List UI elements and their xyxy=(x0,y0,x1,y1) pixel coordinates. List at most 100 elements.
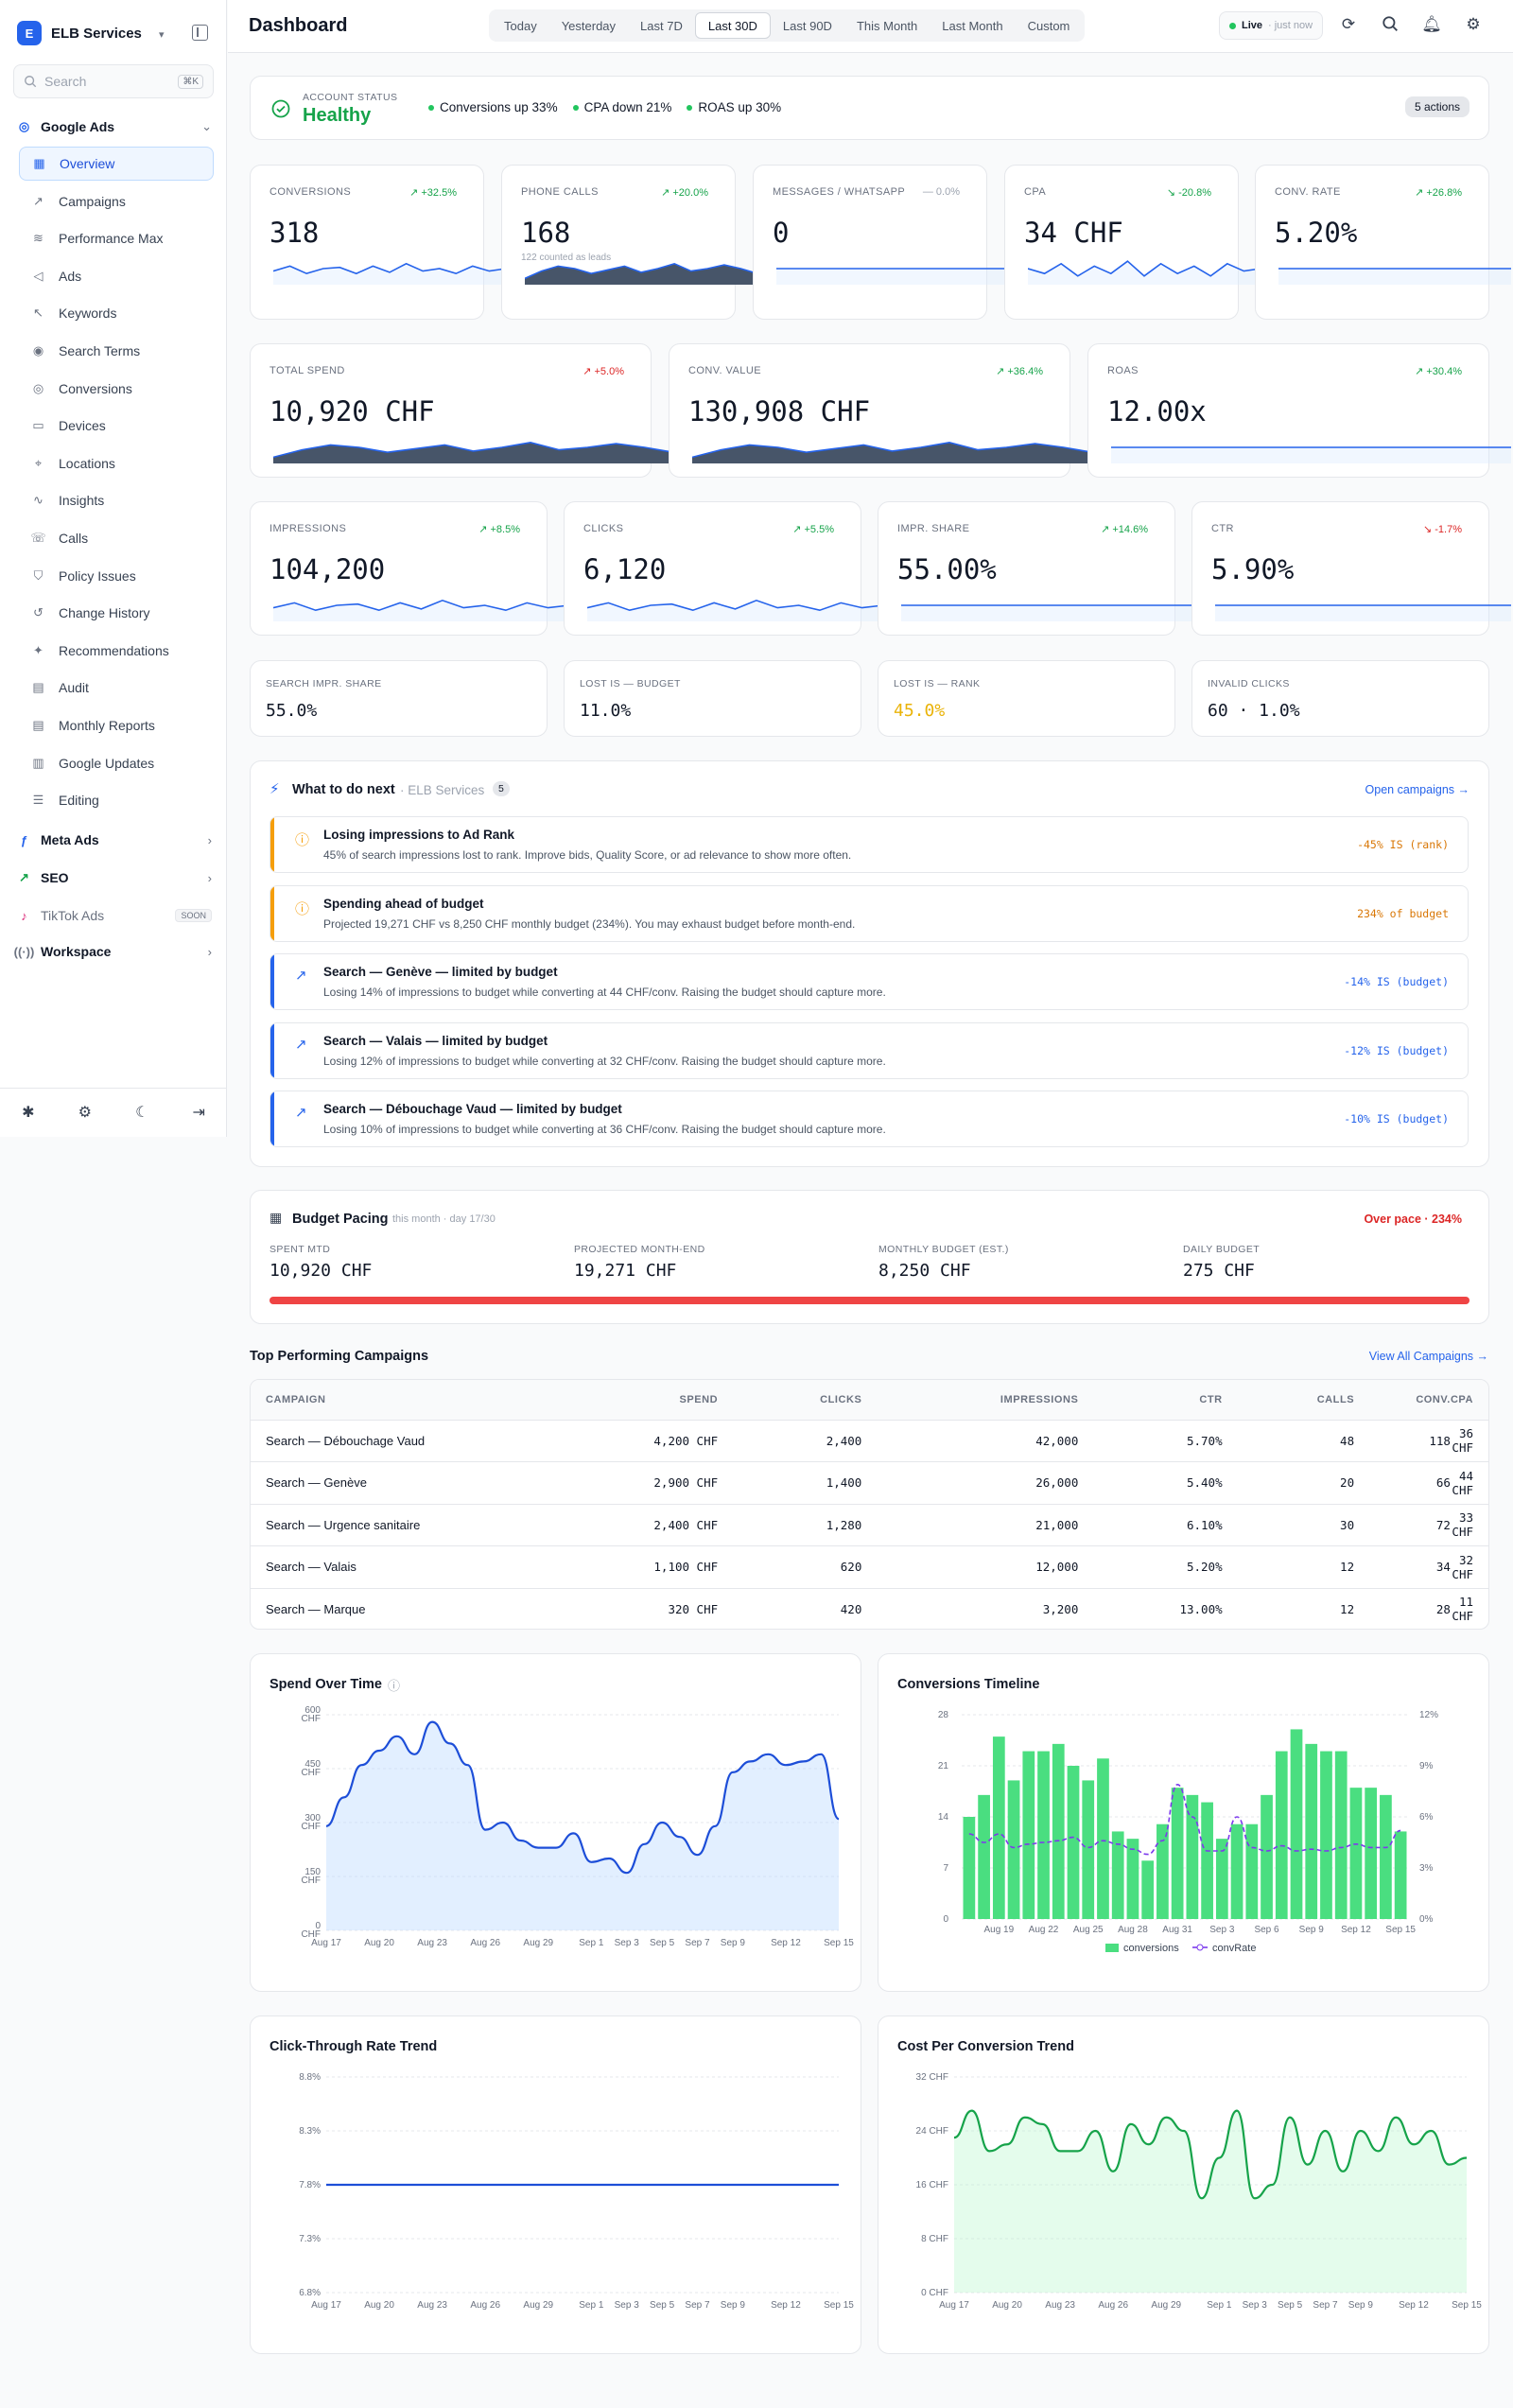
range-last-90d[interactable]: Last 90D xyxy=(782,18,832,33)
section-workspace[interactable]: ((·)) Workspace › xyxy=(13,944,212,959)
table-cell: 30 xyxy=(1222,1504,1355,1546)
view-all-campaigns-link[interactable]: View All Campaigns → xyxy=(1368,1350,1488,1363)
search-placeholder: Search xyxy=(44,74,87,89)
sidebar-item-label: Search Terms xyxy=(59,343,141,358)
sidebar-item-label: Ads xyxy=(59,268,82,284)
org-switcher[interactable]: E ELB Services xyxy=(17,21,142,45)
refresh-icon[interactable]: ⟳ xyxy=(1341,15,1356,33)
range-last-7d[interactable]: Last 7D xyxy=(640,18,683,33)
action-item[interactable]: ↗ Search — Valais — limited by budget Losi… xyxy=(270,1021,1469,1079)
x-tick-label: Aug 28 xyxy=(1118,1925,1148,1935)
live-time: · just now xyxy=(1268,20,1313,31)
sidebar-item-campaigns[interactable]: ↗ Campaigns xyxy=(19,184,214,218)
sidebar-item-audit[interactable]: ▤ Audit xyxy=(19,671,214,705)
sidebar-item-keywords[interactable]: ↖ Keywords xyxy=(19,296,214,330)
date-range-selector: Today Yesterday Last 7D Last 30D Last 90D Thi… xyxy=(489,9,1086,42)
actions-badge[interactable]: 5 actions xyxy=(1404,96,1470,117)
x-tick-label: Aug 26 xyxy=(470,1938,500,1948)
legend-label: convRate xyxy=(1212,1943,1256,1954)
action-item[interactable]: ↗ Search — Genève — limited by budget Losi… xyxy=(270,953,1469,1010)
kpi-value: 34 CHF xyxy=(1024,217,1123,249)
x-tick-label: Aug 17 xyxy=(939,2300,969,2311)
range-last-month[interactable]: Last Month xyxy=(942,18,1003,33)
sidebar-item-policy-issues[interactable]: ⛉ Policy Issues xyxy=(19,559,214,593)
range-yesterday[interactable]: Yesterday xyxy=(561,18,617,33)
next-title: What to do next xyxy=(292,782,395,797)
column-header[interactable]: CTR xyxy=(1078,1380,1223,1421)
chevron-right-icon: › xyxy=(207,944,212,959)
section-google-ads[interactable]: ◎ Google Ads ⌄ xyxy=(17,119,212,134)
sidebar-item-label: Calls xyxy=(59,531,89,546)
column-header[interactable]: CLICKS xyxy=(718,1380,862,1421)
x-tick-label: Aug 23 xyxy=(417,1938,447,1948)
sidebar-item-insights[interactable]: ∿ Insights xyxy=(19,483,214,517)
bell-icon[interactable]: 🔔︎ xyxy=(1421,15,1442,33)
section-meta-ads[interactable]: ƒ Meta Ads › xyxy=(17,832,212,847)
table-row[interactable]: Search — Marque 320 CHF 420 3,200 13.00% 12 28… xyxy=(251,1588,1488,1629)
radio-icon: ((·)) xyxy=(13,944,35,959)
sidebar-item-google-updates[interactable]: ▥ Google Updates xyxy=(19,746,214,780)
range-today[interactable]: Today xyxy=(504,18,537,33)
action-item[interactable]: ⓘ Losing impressions to Ad Rank 45% of sea… xyxy=(270,816,1469,873)
action-item[interactable]: ⓘ Spending ahead of budget Projected 19,27… xyxy=(270,884,1469,942)
section-label: Workspace xyxy=(41,944,112,959)
logout-icon[interactable]: ⇥ xyxy=(192,1104,205,1121)
action-accent xyxy=(270,1022,274,1078)
gear-icon[interactable]: ⚙ xyxy=(78,1104,92,1121)
column-header[interactable]: CPA xyxy=(1450,1380,1488,1421)
sidebar-item-editing[interactable]: ☰ Editing xyxy=(19,783,214,817)
sidebar-item-recommendations[interactable]: ✦ Recommendations xyxy=(19,634,214,668)
column-header[interactable]: CAMPAIGN xyxy=(251,1380,610,1421)
bar xyxy=(1275,1751,1288,1919)
sidebar-collapse-icon[interactable] xyxy=(192,25,208,41)
search-icon[interactable] xyxy=(1380,15,1400,36)
x-tick-label: Aug 22 xyxy=(1029,1925,1059,1935)
sidebar-item-devices[interactable]: ▭ Devices xyxy=(19,409,214,443)
sidebar-item-conversions[interactable]: ◎ Conversions xyxy=(19,372,214,406)
table-row[interactable]: Search — Valais 1,100 CHF 620 12,000 5.20% 12… xyxy=(251,1545,1488,1589)
table-cell: 1,100 CHF xyxy=(609,1545,719,1589)
x-tick-label: Sep 9 xyxy=(721,1938,746,1948)
sidebar-item-ads[interactable]: ◁ Ads xyxy=(19,259,214,293)
table-cell: 3,200 xyxy=(861,1588,1079,1629)
sidebar-search[interactable]: Search ⌘K xyxy=(13,64,214,98)
chevron-down-icon[interactable]: ▾ xyxy=(159,29,165,41)
pacing-stat: PROJECTED MONTH-END 19,271 CHF xyxy=(574,1244,705,1281)
table-cell: 6.10% xyxy=(1078,1504,1223,1546)
sidebar-item-performance-max[interactable]: ≋ Performance Max xyxy=(19,221,214,255)
table-row[interactable]: Search — Genève 2,900 CHF 1,400 26,000 5.40%… xyxy=(251,1461,1488,1505)
sidebar-item-monthly-reports[interactable]: ▤ Monthly Reports xyxy=(19,708,214,742)
table-row[interactable]: Search — Débouchage Vaud 4,200 CHF 2,400 42… xyxy=(251,1420,1488,1462)
pacing-progress-bar xyxy=(270,1297,1470,1304)
google-ads-icon: ◎ xyxy=(18,119,30,133)
open-campaigns-link[interactable]: Open campaigns → xyxy=(1365,783,1470,796)
range-last-30d[interactable]: Last 30D xyxy=(694,12,771,39)
kpi-label: LOST IS — BUDGET xyxy=(580,678,681,689)
action-item[interactable]: ↗ Search — Débouchage Vaud — limited by b… xyxy=(270,1091,1469,1147)
sidebar-item-overview[interactable]: ▦ Overview xyxy=(19,147,214,181)
table-row[interactable]: Search — Urgence sanitaire 2,400 CHF 1,280… xyxy=(251,1504,1488,1546)
bug-icon[interactable]: ✱ xyxy=(22,1104,35,1121)
sidebar-item-change-history[interactable]: ↺ Change History xyxy=(19,596,214,630)
moon-icon[interactable]: ☾ xyxy=(135,1104,149,1121)
gear-icon[interactable]: ⚙ xyxy=(1466,15,1481,33)
info-icon[interactable]: ⓘ xyxy=(388,1679,401,1693)
table-cell: 28 xyxy=(1354,1588,1451,1629)
x-tick-label: Aug 17 xyxy=(311,2300,341,2311)
table-cell: 12 xyxy=(1222,1545,1355,1589)
campaign-name: Search — Urgence sanitaire xyxy=(251,1504,610,1546)
column-header[interactable]: IMPRESSIONS xyxy=(861,1380,1079,1421)
section-seo[interactable]: ↗ SEO › xyxy=(17,870,212,885)
sidebar-item-locations[interactable]: ⌖ Locations xyxy=(19,446,214,480)
pacing-stat-label: PROJECTED MONTH-END xyxy=(574,1244,705,1255)
range-custom[interactable]: Custom xyxy=(1027,18,1070,33)
range-this-month[interactable]: This Month xyxy=(856,18,918,33)
sidebar-item-search-terms[interactable]: ◉ Search Terms xyxy=(19,334,214,368)
column-header[interactable]: CALLS xyxy=(1222,1380,1355,1421)
phone-icon: ☏ xyxy=(30,531,46,545)
column-header[interactable]: SPEND xyxy=(609,1380,719,1421)
kpi-value: 168 xyxy=(521,217,571,249)
sidebar-item-calls[interactable]: ☏ Calls xyxy=(19,521,214,555)
column-header[interactable]: CONV. xyxy=(1354,1380,1451,1421)
x-tick-label: Aug 23 xyxy=(1045,2300,1075,2311)
